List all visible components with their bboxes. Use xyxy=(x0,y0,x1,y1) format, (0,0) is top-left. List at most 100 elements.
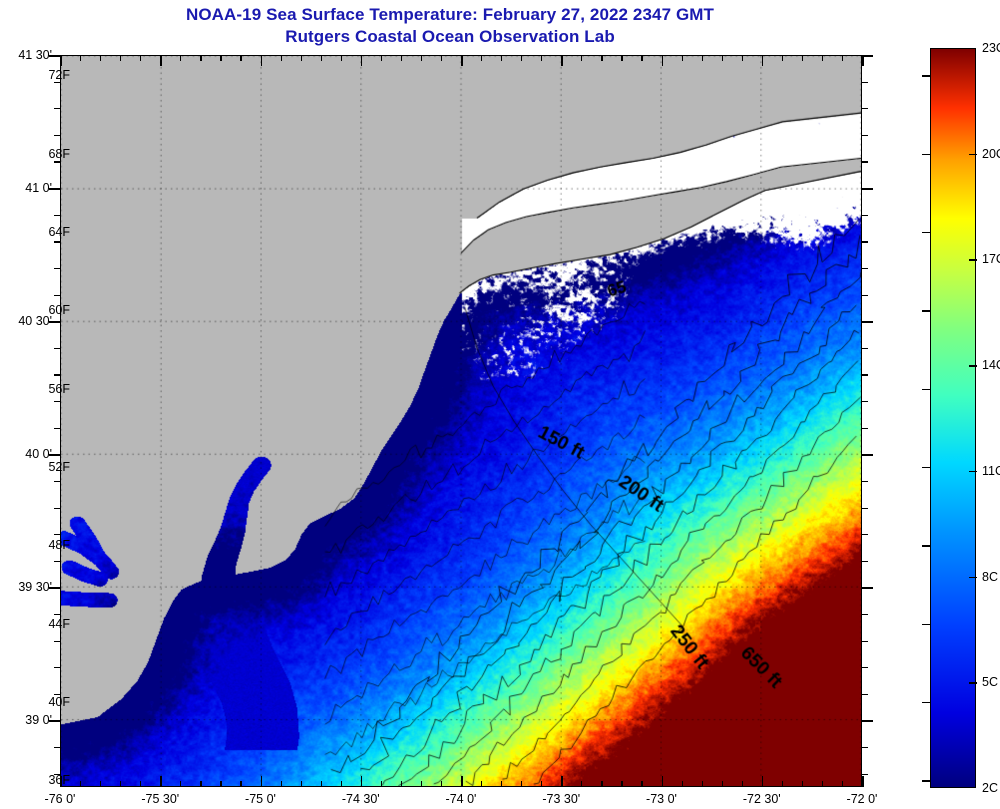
x-major-tick xyxy=(862,776,864,787)
y-major-tick xyxy=(862,55,873,57)
y-major-tick xyxy=(49,720,60,722)
y-minor-tick xyxy=(54,427,60,429)
y-minor-tick xyxy=(54,693,60,696)
x-major-tick xyxy=(561,776,563,787)
colorbar-tick xyxy=(922,232,931,234)
y-axis-ticks-right xyxy=(862,55,873,787)
y-minor-tick xyxy=(54,134,60,137)
x-minor-tick xyxy=(80,55,82,61)
x-major-tick xyxy=(360,55,363,66)
page-title: NOAA-19 Sea Surface Temperature: Februar… xyxy=(185,5,715,24)
y-minor-tick xyxy=(862,214,868,216)
x-minor-tick xyxy=(280,55,282,61)
x-minor-tick xyxy=(481,781,483,787)
x-minor-tick xyxy=(140,781,142,787)
y-minor-tick xyxy=(54,507,60,509)
x-minor-tick xyxy=(180,55,182,61)
y-minor-tick xyxy=(862,134,868,137)
y-minor-tick xyxy=(54,267,60,270)
x-minor-tick xyxy=(300,55,302,61)
x-minor-tick xyxy=(821,55,824,61)
y-minor-tick xyxy=(54,480,60,483)
colorbar-fahrenheit-label: 40F xyxy=(48,694,70,709)
x-minor-tick xyxy=(681,55,683,61)
y-minor-tick xyxy=(862,267,868,270)
x-major-tick xyxy=(461,776,463,787)
x-minor-tick xyxy=(220,55,222,61)
x-minor-tick xyxy=(400,55,403,61)
y-minor-tick xyxy=(862,241,868,243)
y-minor-tick xyxy=(862,480,868,483)
y-minor-tick xyxy=(54,747,60,749)
y-minor-tick xyxy=(54,294,60,296)
y-axis-ticks xyxy=(49,55,61,787)
x-minor-tick xyxy=(340,55,342,61)
x-minor-tick xyxy=(320,55,322,61)
colorbar-tick xyxy=(922,388,931,391)
y-minor-tick xyxy=(862,294,868,296)
y-minor-tick xyxy=(54,214,60,216)
x-minor-tick xyxy=(240,781,242,787)
x-minor-tick xyxy=(541,781,543,787)
y-axis-label: 41 0' xyxy=(25,181,52,196)
y-major-tick xyxy=(862,321,873,323)
colorbar-celsius-label: 5C xyxy=(982,675,998,690)
colorbar-tick xyxy=(969,682,977,684)
colorbar-celsius-label: 11C xyxy=(982,463,1000,478)
x-minor-tick xyxy=(581,781,583,787)
x-major-tick xyxy=(761,55,764,66)
colorbar-tick xyxy=(922,153,931,156)
x-axis-label: -72 0' xyxy=(846,792,878,806)
sst-heatmap-canvas xyxy=(61,56,861,786)
x-minor-tick xyxy=(781,781,783,787)
colorbar-tick xyxy=(969,470,977,473)
colorbar-celsius-label: 20C xyxy=(982,146,1000,161)
x-minor-tick xyxy=(501,55,503,61)
y-major-tick xyxy=(862,587,873,589)
x-major-tick xyxy=(160,55,162,66)
x-minor-tick xyxy=(200,55,202,61)
y-minor-tick xyxy=(862,81,868,83)
x-minor-tick xyxy=(220,781,222,787)
x-minor-tick xyxy=(180,781,182,787)
y-major-tick xyxy=(49,454,60,456)
y-axis-label: 40 0' xyxy=(25,447,52,462)
x-major-tick xyxy=(661,776,663,787)
x-minor-tick xyxy=(380,55,382,61)
x-minor-tick xyxy=(781,55,783,61)
x-minor-tick xyxy=(641,55,643,61)
x-major-tick xyxy=(862,55,864,66)
x-minor-tick xyxy=(100,781,102,787)
x-major-tick xyxy=(561,55,563,66)
x-axis-label: -76 0' xyxy=(44,792,76,806)
y-major-tick xyxy=(862,720,873,722)
y-minor-tick xyxy=(862,560,868,562)
colorbar-tick xyxy=(969,576,977,578)
x-minor-tick xyxy=(821,781,824,787)
x-minor-tick xyxy=(80,781,82,787)
colorbar-gradient xyxy=(930,48,976,788)
x-minor-tick xyxy=(741,781,743,787)
colorbar-fahrenheit-label: 68F xyxy=(48,146,70,161)
x-axis-ticks xyxy=(60,776,864,788)
colorbar-fahrenheit-label: 56F xyxy=(48,381,70,396)
y-minor-tick xyxy=(862,401,868,403)
colorbar-celsius-label: 14C xyxy=(982,358,1000,373)
y-minor-tick xyxy=(54,534,60,536)
colorbar-fahrenheit-label: 64F xyxy=(48,225,70,240)
y-minor-tick xyxy=(862,347,868,349)
y-major-tick xyxy=(49,587,60,589)
y-major-tick xyxy=(49,188,60,190)
y-minor-tick xyxy=(54,81,60,83)
y-minor-tick xyxy=(54,241,60,243)
y-major-tick xyxy=(49,321,60,323)
y-minor-tick xyxy=(54,401,60,403)
y-major-tick xyxy=(862,188,873,190)
x-minor-tick xyxy=(501,781,503,787)
colorbar-tick xyxy=(969,259,977,261)
colorbar-fahrenheit-label: 60F xyxy=(48,303,70,318)
x-minor-tick xyxy=(721,55,723,61)
title-block: NOAA-19 Sea Surface Temperature: Februar… xyxy=(0,4,900,48)
colorbar-fahrenheit-label: 36F xyxy=(48,773,70,788)
x-minor-tick xyxy=(801,55,804,61)
